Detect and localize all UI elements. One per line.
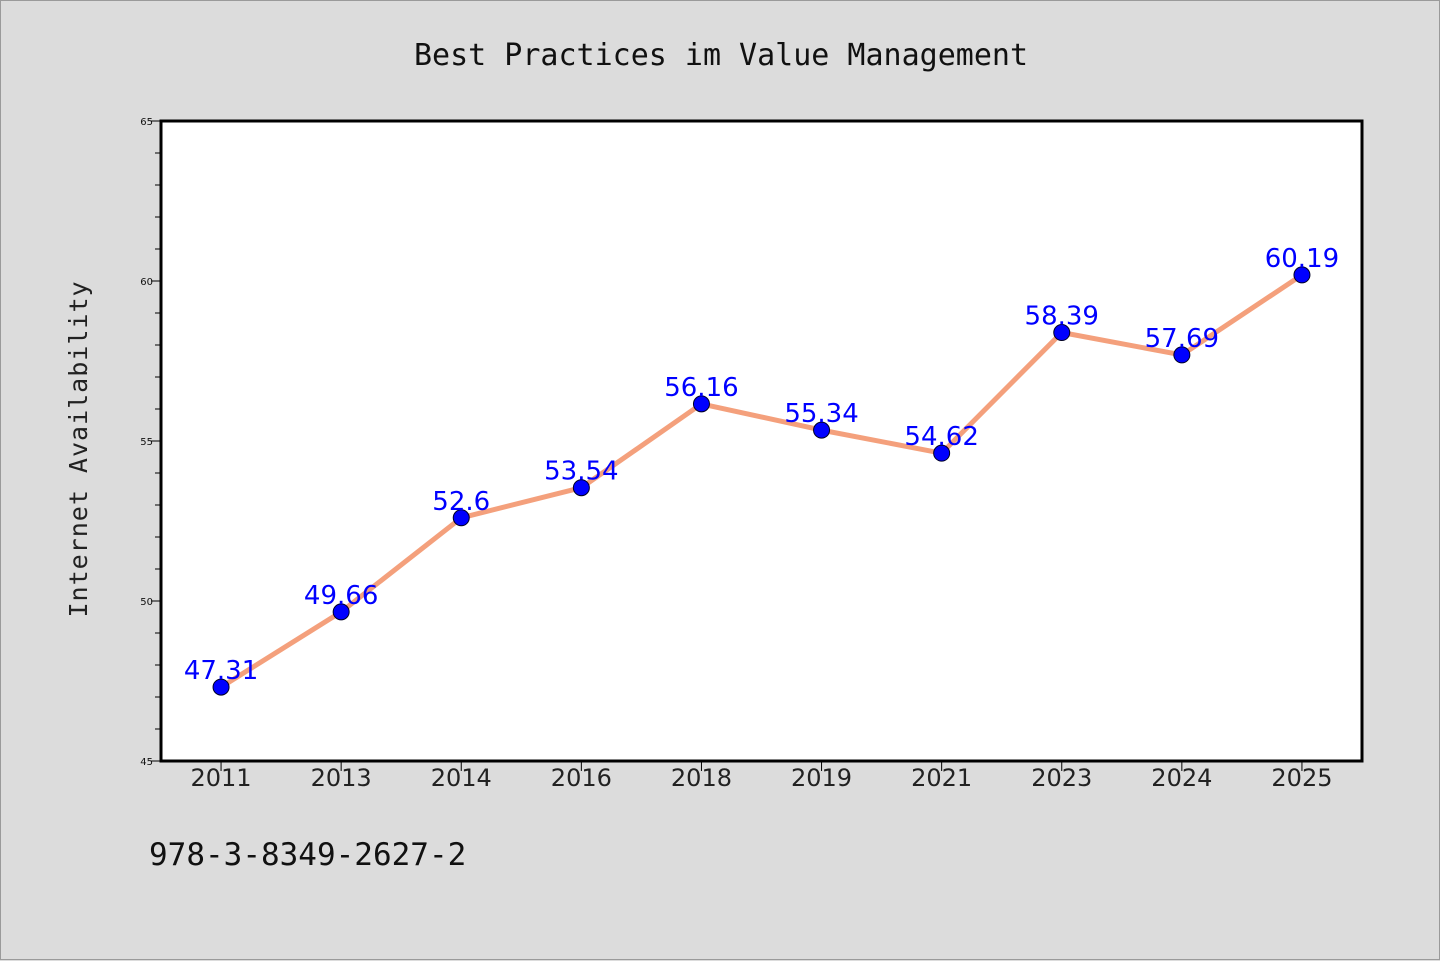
y-tick-label: 60 <box>140 277 153 288</box>
series-line <box>218 272 1305 690</box>
x-tick-label: 2011 <box>191 764 252 792</box>
data-label: 54.62 <box>904 422 978 452</box>
y-tick-label: 55 <box>140 437 153 448</box>
x-tick-label: 2014 <box>431 764 492 792</box>
data-label-layer: 47.31 49.66 52.6 53.54 56.16 55.34 54.62 58.39 5… <box>184 244 1339 686</box>
data-label: 47.31 <box>184 656 258 686</box>
data-label: 58.39 <box>1025 302 1099 332</box>
data-point <box>452 509 470 527</box>
data-label: 49.66 <box>304 581 378 611</box>
series-layer <box>212 266 1311 696</box>
y-tick-label: 45 <box>140 757 153 768</box>
y-tick-label: 65 <box>140 117 153 128</box>
y-axis-label: Internet Availability <box>64 280 93 617</box>
data-point <box>1053 324 1071 342</box>
data-point <box>572 479 590 497</box>
data-point <box>212 678 230 696</box>
data-label: 56.16 <box>664 373 738 403</box>
x-tick-label: 2013 <box>311 764 372 792</box>
plot-area <box>159 119 1364 763</box>
y-tick-label: 50 <box>140 597 153 608</box>
data-point <box>332 603 350 621</box>
x-tick-label: 2025 <box>1271 764 1332 792</box>
data-point <box>1173 346 1191 364</box>
data-point <box>692 395 710 413</box>
data-label: 52.6 <box>432 487 490 517</box>
data-label: 60.19 <box>1265 244 1339 274</box>
data-label: 53.54 <box>544 457 618 487</box>
footer-isbn: 978-3-8349-2627-2 <box>149 837 466 873</box>
data-point <box>813 421 831 439</box>
x-tick-label: 2023 <box>1031 764 1092 792</box>
data-label: 55.34 <box>784 399 858 429</box>
x-tick-label: 2021 <box>911 764 972 792</box>
chart-title: Best Practices im Value Management <box>414 38 1028 73</box>
x-tick-label: 2016 <box>551 764 612 792</box>
x-tick-label: 2024 <box>1151 764 1212 792</box>
axis-layer: 45 50 55 60 65 2011 2013 2014 2016 2018 2019 2021 20… <box>140 117 1332 792</box>
data-point <box>933 444 951 462</box>
x-tick-label: 2019 <box>791 764 852 792</box>
data-label: 57.69 <box>1145 324 1219 354</box>
data-point <box>1293 266 1311 284</box>
x-tick-label: 2018 <box>671 764 732 792</box>
